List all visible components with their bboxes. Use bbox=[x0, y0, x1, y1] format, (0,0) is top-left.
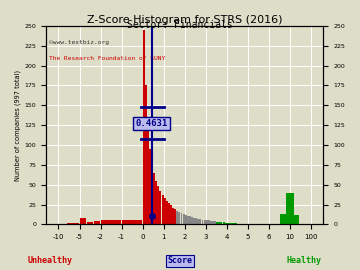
Bar bbox=[147, 129, 149, 224]
Bar bbox=[206, 220, 208, 224]
Bar bbox=[159, 191, 161, 224]
Bar bbox=[71, 223, 75, 224]
Text: Unhealthy: Unhealthy bbox=[28, 256, 73, 265]
Bar bbox=[202, 220, 203, 224]
Bar bbox=[233, 223, 235, 224]
Bar bbox=[76, 223, 79, 224]
Bar bbox=[285, 193, 294, 224]
Bar bbox=[210, 221, 212, 224]
Bar bbox=[122, 220, 142, 224]
Y-axis label: Number of companies (997 total): Number of companies (997 total) bbox=[15, 70, 22, 181]
Bar bbox=[162, 195, 163, 224]
Bar bbox=[172, 208, 174, 224]
Bar bbox=[180, 213, 183, 224]
Bar bbox=[164, 198, 166, 224]
Bar bbox=[170, 205, 172, 224]
Bar bbox=[197, 219, 199, 224]
Bar bbox=[229, 223, 231, 224]
Bar bbox=[220, 222, 222, 224]
Bar bbox=[166, 201, 168, 224]
Bar bbox=[199, 219, 201, 224]
Text: Healthy: Healthy bbox=[287, 256, 322, 265]
Bar bbox=[94, 221, 100, 224]
Text: Sector: Financials: Sector: Financials bbox=[127, 20, 233, 30]
Bar bbox=[145, 85, 147, 224]
Text: 0.4631: 0.4631 bbox=[135, 119, 167, 128]
Bar bbox=[149, 149, 151, 224]
Bar bbox=[187, 216, 189, 224]
Bar bbox=[174, 209, 176, 224]
Bar bbox=[191, 217, 193, 224]
Bar bbox=[153, 173, 155, 224]
Bar bbox=[280, 214, 289, 224]
Bar bbox=[155, 181, 157, 224]
Bar bbox=[67, 223, 71, 224]
Bar bbox=[225, 223, 226, 224]
Bar bbox=[157, 186, 159, 224]
Bar bbox=[179, 212, 180, 224]
Bar bbox=[231, 223, 233, 224]
Bar bbox=[168, 203, 170, 224]
Bar bbox=[214, 221, 216, 224]
Text: Score: Score bbox=[167, 256, 193, 265]
Title: Z-Score Histogram for STRS (2016): Z-Score Histogram for STRS (2016) bbox=[87, 15, 282, 25]
Bar bbox=[227, 223, 229, 224]
Bar bbox=[222, 222, 225, 224]
Bar bbox=[291, 215, 299, 224]
Bar bbox=[204, 220, 206, 224]
Bar bbox=[208, 220, 210, 224]
Bar bbox=[102, 220, 121, 224]
Bar bbox=[183, 214, 185, 224]
Bar bbox=[235, 223, 237, 224]
Bar bbox=[176, 211, 178, 224]
Bar bbox=[216, 222, 218, 224]
Bar bbox=[87, 222, 93, 224]
Bar bbox=[80, 218, 86, 224]
Bar bbox=[189, 217, 191, 224]
Bar bbox=[195, 218, 197, 224]
Bar bbox=[151, 163, 153, 224]
Bar bbox=[219, 222, 220, 224]
Bar bbox=[212, 221, 214, 224]
Text: The Research Foundation of SUNY: The Research Foundation of SUNY bbox=[49, 56, 165, 60]
Bar bbox=[185, 215, 186, 224]
Text: ©www.textbiz.org: ©www.textbiz.org bbox=[49, 40, 109, 45]
Bar bbox=[193, 218, 195, 224]
Bar bbox=[143, 30, 145, 224]
